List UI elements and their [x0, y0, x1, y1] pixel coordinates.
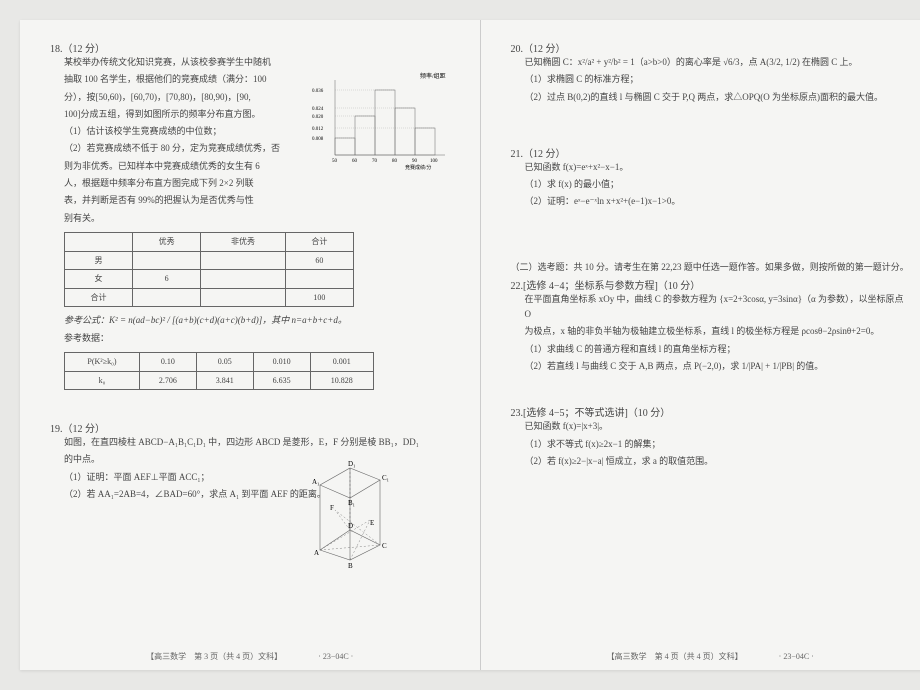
prob-body: 在平面直角坐标系 xOy 中，曲线 C 的参数方程为 {x=2+3cosα, y…	[525, 292, 911, 374]
cell: 男	[65, 251, 133, 270]
svg-text:C₁: C₁	[382, 474, 389, 482]
svg-text:D: D	[348, 522, 353, 530]
problem-21: 21.（12 分） 已知函数 f(x)=eˣ+x²−x−1。 （1）求 f(x)…	[511, 145, 911, 210]
cell: 0.001	[310, 352, 373, 371]
cell: 6.635	[253, 371, 310, 390]
cell	[133, 288, 201, 307]
cell	[201, 288, 286, 307]
cell: 合计	[65, 288, 133, 307]
prob-body: 已知椭圆 C：x²/a² + y²/b² = 1（a>b>0）的离心率是 √6/…	[525, 55, 911, 105]
reference-table: P(K²≥k₀)0.100.050.0100.001 k₀2.7063.8416…	[64, 352, 374, 390]
text-line: 在平面直角坐标系 xOy 中，曲线 C 的参数方程为 {x=2+3cosα, y…	[525, 292, 911, 323]
svg-text:A₁: A₁	[312, 478, 320, 486]
svg-text:E: E	[370, 519, 374, 527]
text-line: （1）求椭圆 C 的标准方程；	[525, 72, 911, 87]
prob-number: 18.（12 分）	[50, 44, 105, 55]
cell: 非优秀	[201, 232, 286, 251]
svg-text:90: 90	[412, 159, 418, 164]
text-line: （1）求曲线 C 的普通方程和直线 l 的直角坐标方程；	[525, 342, 911, 357]
cell: 3.841	[196, 371, 253, 390]
prob-body: 已知函数 f(x)=|x+3|。 （1）求不等式 f(x)≥2x−1 的解集； …	[525, 419, 911, 469]
svg-text:0.036: 0.036	[312, 89, 324, 94]
text-line: 人，根据题中频率分布直方图完成下列 2×2 列联	[64, 176, 450, 191]
text-line: 已知函数 f(x)=eˣ+x²−x−1。	[525, 160, 911, 175]
svg-text:C: C	[382, 542, 387, 550]
prism-figure: A B C D A₁ B₁ C₁ D₁ E F	[300, 450, 420, 570]
svg-text:B₁: B₁	[348, 499, 355, 507]
cell: 6	[133, 270, 201, 289]
contingency-table: 优秀非优秀合计 男60 女6 合计100	[64, 232, 354, 307]
svg-text:50: 50	[332, 159, 338, 164]
text-line: 已知椭圆 C：x²/a² + y²/b² = 1（a>b>0）的离心率是 √6/…	[525, 55, 911, 70]
svg-text:0.024: 0.024	[312, 107, 324, 112]
cell: P(K²≥k₀)	[65, 352, 140, 371]
svg-text:0.012: 0.012	[312, 127, 324, 132]
cell: 0.010	[253, 352, 310, 371]
section-title: （二）选考题：共 10 分。请考生在第 22,23 题中任选一题作答。如果多做，…	[511, 260, 911, 273]
prob-body: 已知函数 f(x)=eˣ+x²−x−1。 （1）求 f(x) 的最小值； （2）…	[525, 160, 911, 210]
formula-text: 参考公式：K² = n(ad−bc)² / [(a+b)(c+d)(a+c)(b…	[64, 313, 450, 328]
cell: 2.706	[139, 371, 196, 390]
cell: 合计	[285, 232, 353, 251]
text-line: 为极点，x 轴的非负半轴为极轴建立极坐标系，直线 l 的极坐标方程是 ρcosθ…	[525, 324, 911, 339]
svg-text:竞赛成绩/分: 竞赛成绩/分	[405, 164, 431, 170]
exam-page: 18.（12 分） 某校举办传统文化知识竞赛，从该校参赛学生中随机 抽取 100…	[20, 20, 920, 670]
text-line: （1）求 f(x) 的最小值；	[525, 177, 911, 192]
cell: 0.05	[196, 352, 253, 371]
svg-text:B: B	[348, 562, 353, 570]
problem-22: 22.[选修 4−4；坐标系与参数方程]（10 分） 在平面直角坐标系 xOy …	[511, 277, 911, 374]
svg-text:0.008: 0.008	[312, 137, 324, 142]
text-line: （2）证明：eˣ−e⁻ˣln x+x²+(e−1)x−1>0。	[525, 194, 911, 209]
right-column: 20.（12 分） 已知椭圆 C：x²/a² + y²/b² = 1（a>b>0…	[481, 20, 920, 670]
prob-number: 22.[选修 4−4；坐标系与参数方程]（10 分）	[511, 281, 701, 292]
text-line: 某校举办传统文化知识竞赛，从该校参赛学生中随机	[64, 55, 450, 70]
svg-text:60: 60	[352, 159, 358, 164]
ref-label: 参考数据：	[64, 331, 450, 346]
page-footer: 【高三数学 第 4 页（共 4 页）文科】 · 23−04C ·	[481, 651, 920, 662]
prob-number: 19.（12 分）	[50, 424, 105, 435]
y-axis-label: 频率/组距	[420, 72, 446, 80]
problem-23: 23.[选修 4−5；不等式选讲]（10 分） 已知函数 f(x)=|x+3|。…	[511, 404, 911, 469]
text-line: （1）求不等式 f(x)≥2x−1 的解集；	[525, 437, 911, 452]
problem-20: 20.（12 分） 已知椭圆 C：x²/a² + y²/b² = 1（a>b>0…	[511, 40, 911, 105]
cell: k₀	[65, 371, 140, 390]
prob-number: 21.（12 分）	[511, 149, 566, 160]
svg-text:100: 100	[430, 159, 438, 164]
text-line: 表，并判断是否有 99%的把握认为是否优秀与性	[64, 193, 450, 208]
prob-number: 23.[选修 4−5；不等式选讲]（10 分）	[511, 408, 671, 419]
left-column: 18.（12 分） 某校举办传统文化知识竞赛，从该校参赛学生中随机 抽取 100…	[20, 20, 481, 670]
cell	[65, 232, 133, 251]
svg-text:A: A	[314, 549, 319, 557]
text-line: 已知函数 f(x)=|x+3|。	[525, 419, 911, 434]
cell	[133, 251, 201, 270]
cell: 10.828	[310, 371, 373, 390]
prob-number: 20.（12 分）	[511, 44, 566, 55]
cell: 0.10	[139, 352, 196, 371]
page-footer: 【高三数学 第 3 页（共 4 页）文科】 · 23−04C ·	[20, 651, 480, 662]
svg-text:F: F	[330, 504, 334, 512]
cell	[201, 270, 286, 289]
cell: 100	[285, 288, 353, 307]
svg-text:0.020: 0.020	[312, 115, 324, 120]
text-line: （2）若直线 l 与曲线 C 交于 A,B 两点，点 P(−2,0)，求 1/|…	[525, 359, 911, 374]
histogram-chart: 频率/组距 0.008 0.012 0.020 0.024 0.036 50 60…	[310, 70, 450, 170]
svg-text:D₁: D₁	[348, 460, 356, 468]
svg-text:70: 70	[372, 159, 378, 164]
cell: 女	[65, 270, 133, 289]
svg-text:80: 80	[392, 159, 398, 164]
text-line: 如图，在直四棱柱 ABCD−A₁B₁C₁D₁ 中，四边形 ABCD 是菱形，E，…	[64, 435, 450, 450]
cell	[285, 270, 353, 289]
cell: 优秀	[133, 232, 201, 251]
text-line: 别有关。	[64, 211, 450, 226]
text-line: （2）过点 B(0,2)的直线 l 与椭圆 C 交于 P,Q 两点，求△OPQ(…	[525, 90, 911, 105]
cell	[201, 251, 286, 270]
text-line: （2）若 f(x)≥2−|x−a| 恒成立，求 a 的取值范围。	[525, 454, 911, 469]
cell: 60	[285, 251, 353, 270]
